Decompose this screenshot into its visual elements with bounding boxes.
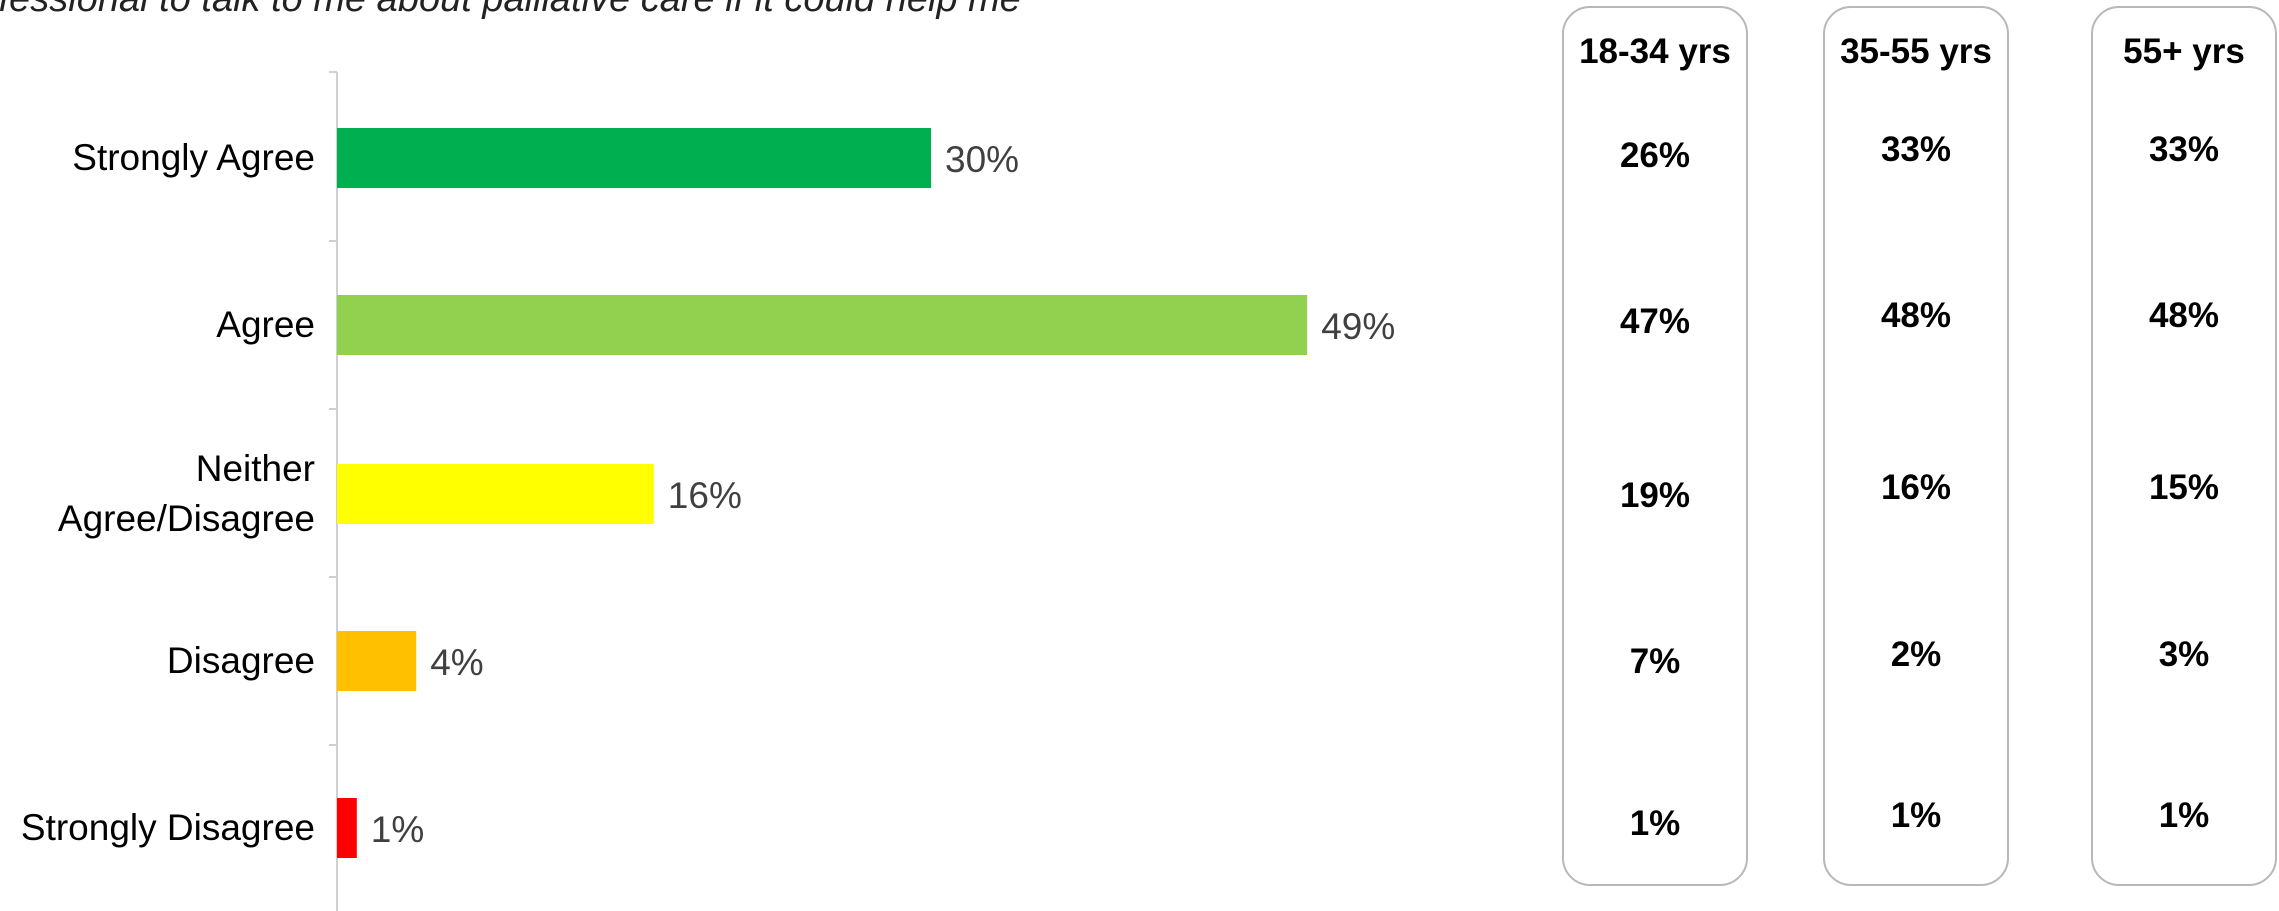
age-value-strongly-disagree: 1%	[2158, 796, 2210, 835]
bar-value-label: 1%	[371, 809, 424, 850]
age-value-neither: 16%	[1880, 468, 1952, 507]
bar-value-label: 30%	[945, 139, 1019, 180]
category-label-line: Agree/Disagree	[58, 498, 315, 539]
age-panel-18-34: 18-34 yrs 26% 47% 19% 7% 1%	[1562, 6, 1748, 886]
category-label: Strongly Agree	[72, 137, 315, 178]
age-value-neither: 15%	[2148, 468, 2220, 507]
bar-value-label: 16%	[668, 475, 742, 516]
age-value-disagree: 7%	[1629, 642, 1681, 681]
category-label-line: Disagree	[167, 640, 315, 681]
age-value-strongly-agree: 33%	[1880, 130, 1952, 169]
bar	[337, 295, 1308, 355]
age-value-strongly-disagree: 1%	[1629, 804, 1681, 843]
age-panel-55-plus: 55+ yrs 33% 48% 15% 3% 1%	[2091, 6, 2277, 886]
category-label: Neither Agree/Disagree	[58, 448, 315, 539]
category-label: Strongly Disagree	[21, 807, 315, 848]
bar	[337, 464, 654, 524]
age-value-strongly-disagree: 1%	[1890, 796, 1942, 835]
bar-value-label: 49%	[1321, 306, 1395, 347]
age-panel-35-55: 35-55 yrs 33% 48% 16% 2% 1%	[1823, 6, 2009, 886]
category-label: Disagree	[167, 640, 315, 681]
bar	[337, 128, 931, 188]
category-label-line: Neither	[196, 448, 315, 489]
age-value-disagree: 3%	[2158, 635, 2210, 674]
age-header: 35-55 yrs	[1840, 32, 1992, 71]
age-header: 18-34 yrs	[1579, 32, 1731, 71]
bar	[337, 631, 417, 691]
category-label-line: Agree	[216, 304, 315, 345]
age-value-agree: 48%	[1880, 296, 1952, 335]
bar-value-label: 4%	[430, 642, 483, 683]
age-value-strongly-agree: 33%	[2148, 130, 2220, 169]
bar	[337, 798, 357, 858]
bar-chart: 30% Strongly Agree 49% Agree 16% Neither Agree…	[21, 71, 1395, 911]
category-label-line: Strongly Agree	[72, 137, 315, 178]
age-value-agree: 47%	[1619, 302, 1691, 341]
chart-title: e professional to talk to me about palli…	[0, 0, 1412, 21]
age-value-strongly-agree: 26%	[1619, 136, 1691, 175]
age-value-neither: 19%	[1619, 476, 1691, 515]
category-label-line: Strongly Disagree	[21, 807, 315, 848]
category-label: Agree	[216, 304, 315, 345]
age-value-agree: 48%	[2148, 296, 2220, 335]
age-header: 55+ yrs	[2123, 32, 2245, 71]
age-value-disagree: 2%	[1890, 635, 1942, 674]
